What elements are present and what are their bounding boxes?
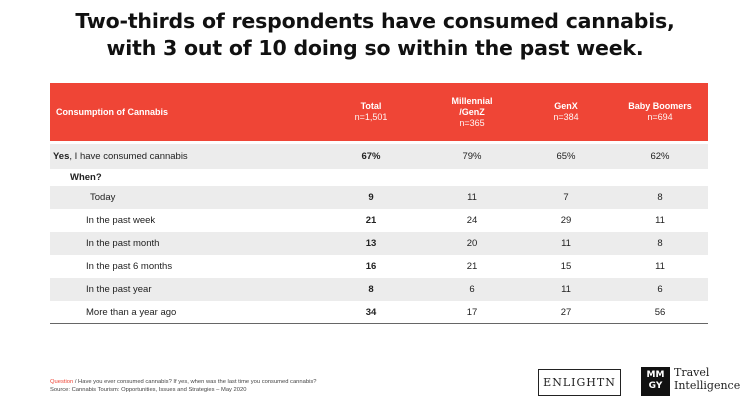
cell-total: 8 [368,284,374,295]
row-label: In the past 6 months [86,261,173,272]
table-row: More than a year ago 34 17 27 56 [50,301,708,324]
when-row: When? [50,169,708,186]
cell-genx: 15 [560,261,572,272]
header-label: Consumption of Cannabis [56,107,168,117]
row-label: In the past month [86,238,160,249]
cell-total: 34 [365,307,377,318]
cell-total: 13 [365,238,377,249]
footer-notes: Question / Have you ever consumed cannab… [50,378,316,394]
row-label: In the past week [86,215,156,226]
cell-genx: 11 [561,284,571,295]
table-row: Today 9 11 7 8 [50,186,708,209]
cell-total: 16 [365,261,377,272]
cell-millennial: 17 [466,307,478,318]
cell-millennial: 79% [462,151,482,162]
header-total: Total n=1,501 [354,101,388,122]
header-millennial: Millennial /GenZ n=365 [451,96,493,128]
header-genx: GenX n=384 [553,101,579,122]
row-label: Today [90,192,116,203]
cell-millennial: 24 [466,215,478,226]
table-row-consumed: Yes, I have consumed cannabis 67% 79% 65… [50,144,708,169]
title-line-2: with 3 out of 10 doing so within the pas… [106,36,644,60]
question-note: Question / Have you ever consumed cannab… [50,379,317,385]
cell-genx: 7 [563,192,569,203]
cell-total: 67% [361,151,381,162]
when-label: When? [70,172,102,183]
cell-genx: 27 [560,307,572,318]
mmgy-logo: MM GY [641,367,670,396]
cell-total: 21 [365,215,377,226]
table-row: In the past week 21 24 29 11 [50,209,708,232]
enlightn-logo: ENLIGHTN [538,369,621,396]
cell-genx: 65% [556,151,576,162]
cell-baby-boomers: 6 [657,284,663,295]
question-label: Question [50,379,74,385]
title-line-1: Two-thirds of respondents have consumed … [75,9,675,33]
table-row: In the past month 13 20 11 8 [50,232,708,255]
row-label: More than a year ago [86,307,177,318]
table-row: In the past year 8 6 11 6 [50,278,708,301]
cell-baby-boomers: 62% [650,151,670,162]
header-baby-boomers: Baby Boomers n=694 [628,101,692,122]
cell-baby-boomers: 11 [655,215,665,226]
cell-total: 9 [368,192,374,203]
cell-genx: 11 [561,238,571,249]
consumption-table: Consumption of Cannabis Total n=1,501 Mi… [50,83,708,324]
cell-genx: 29 [560,215,572,226]
cell-baby-boomers: 11 [655,261,665,272]
row-label: Yes, I have consumed cannabis [53,151,188,162]
table-row: In the past 6 months 16 21 15 11 [50,255,708,278]
travel-intelligence-logo: Travel Intelligence [674,366,741,392]
cell-millennial: 21 [466,261,478,272]
source-note: Source: Cannabis Tourism: Opportunities,… [50,387,247,393]
cell-millennial: 11 [467,192,477,203]
page-title: Two-thirds of respondents have consumed … [0,8,750,62]
cell-millennial: 20 [466,238,478,249]
cell-baby-boomers: 56 [654,307,666,318]
table-bottom-rule [50,323,708,324]
table-header: Consumption of Cannabis Total n=1,501 Mi… [50,83,708,141]
cell-baby-boomers: 8 [657,192,663,203]
cell-millennial: 6 [469,284,475,295]
cell-baby-boomers: 8 [657,238,663,249]
row-label: In the past year [86,284,152,295]
